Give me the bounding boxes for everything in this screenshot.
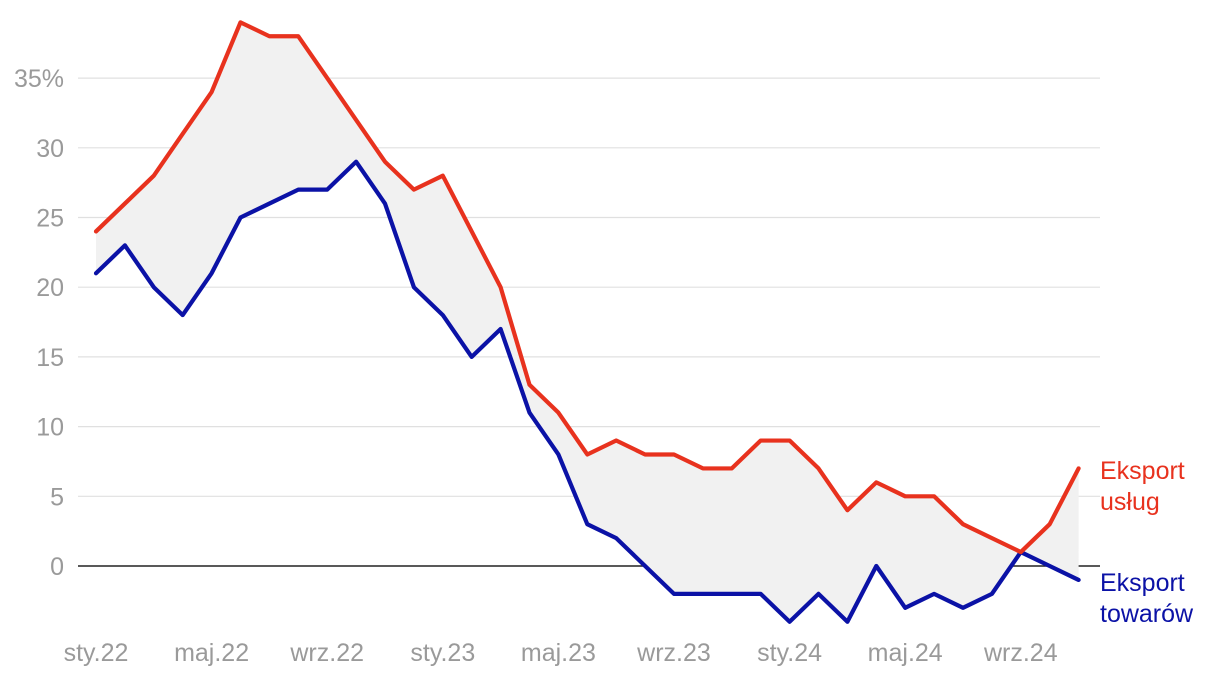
y-tick-label: 15 bbox=[36, 344, 64, 372]
series-label-eksport-uslug: Eksport usług bbox=[1100, 457, 1185, 516]
x-tick-label: maj.24 bbox=[868, 639, 943, 667]
series-line-eksport-towarow bbox=[93, 159, 1081, 624]
x-tick-label: wrz.23 bbox=[636, 639, 711, 667]
y-tick-label: 5 bbox=[50, 483, 64, 511]
x-tick-label: sty.22 bbox=[64, 639, 129, 667]
x-tick-label: maj.23 bbox=[521, 639, 596, 667]
series-label-line: usług bbox=[1100, 488, 1160, 516]
y-axis-tick-labels: 35% 30 25 20 15 10 5 0 bbox=[14, 65, 64, 581]
series-label-line: Eksport bbox=[1100, 457, 1185, 485]
x-tick-label: sty.24 bbox=[757, 639, 822, 667]
y-tick-label: 0 bbox=[50, 553, 64, 581]
series-label-eksport-towarow: Eksport towarów bbox=[1100, 569, 1194, 628]
y-tick-label: 10 bbox=[36, 414, 64, 442]
y-tick-label: 20 bbox=[36, 274, 64, 302]
x-tick-label: maj.22 bbox=[174, 639, 249, 667]
series-line-eksport-uslug bbox=[93, 20, 1081, 555]
x-tick-label: wrz.24 bbox=[983, 639, 1058, 667]
y-tick-label: 25 bbox=[36, 205, 64, 233]
x-axis-tick-labels: sty.22 maj.22 wrz.22 sty.23 maj.23 wrz.23 sty.… bbox=[64, 639, 1058, 667]
series-label-line: towarów bbox=[1100, 600, 1194, 628]
series-label-line: Eksport bbox=[1100, 569, 1185, 597]
series-labels: Eksport usług Eksport towarów bbox=[1100, 457, 1194, 628]
y-tick-label: 30 bbox=[36, 135, 64, 163]
y-tick-label: 35% bbox=[14, 65, 64, 93]
series-lines bbox=[93, 20, 1081, 624]
difference-area bbox=[96, 22, 1079, 622]
x-tick-label: sty.23 bbox=[410, 639, 475, 667]
difference-band bbox=[96, 22, 1079, 622]
x-tick-label: wrz.22 bbox=[289, 639, 364, 667]
